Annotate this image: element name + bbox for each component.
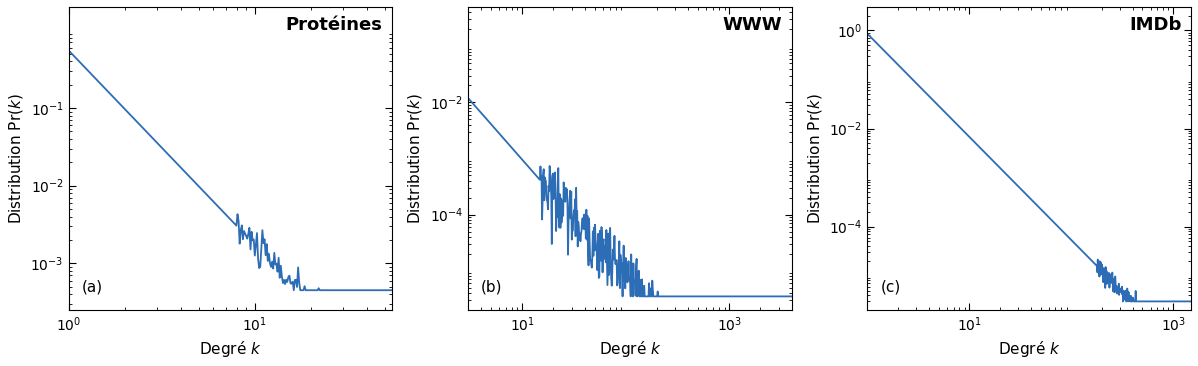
X-axis label: Degré $k$: Degré $k$ [199,339,262,359]
Text: (c): (c) [881,280,901,295]
Text: (a): (a) [81,280,103,295]
Text: Protéines: Protéines [285,16,382,34]
Y-axis label: Distribution Pr($k$): Distribution Pr($k$) [805,93,823,224]
Y-axis label: Distribution Pr($k$): Distribution Pr($k$) [7,93,25,224]
Text: WWW: WWW [722,16,782,34]
Text: (b): (b) [482,280,502,295]
X-axis label: Degré $k$: Degré $k$ [599,339,661,359]
Y-axis label: Distribution Pr($k$): Distribution Pr($k$) [406,93,424,224]
Text: IMDb: IMDb [1129,16,1181,34]
X-axis label: Degré $k$: Degré $k$ [998,339,1060,359]
